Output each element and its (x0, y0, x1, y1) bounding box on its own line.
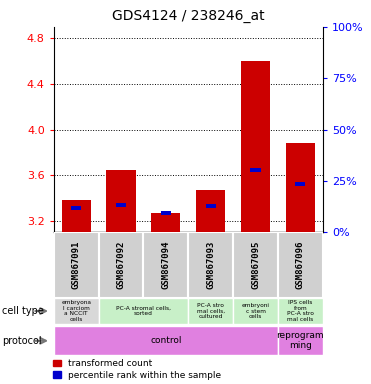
Bar (278, 232, 323, 298)
Text: cell type: cell type (2, 306, 44, 316)
Bar (106, 170, 136, 232)
Text: GSM867093: GSM867093 (206, 241, 215, 289)
Text: GSM867092: GSM867092 (116, 241, 125, 289)
Bar (295, 182, 305, 186)
Bar (71, 206, 81, 210)
Bar (54, 232, 99, 298)
Bar (188, 232, 233, 298)
Bar (188, 298, 233, 324)
Bar (144, 232, 188, 298)
Bar (116, 203, 126, 207)
Bar (250, 167, 260, 172)
Text: PC-A stromal cells,
sorted: PC-A stromal cells, sorted (116, 306, 171, 316)
Bar (99, 232, 144, 298)
Text: GSM867091: GSM867091 (72, 241, 81, 289)
Text: PC-A stro
mal cells,
cultured: PC-A stro mal cells, cultured (197, 303, 225, 319)
Text: GSM867094: GSM867094 (161, 241, 170, 289)
Bar (206, 204, 216, 208)
Title: GDS4124 / 238246_at: GDS4124 / 238246_at (112, 9, 265, 23)
Text: embryoni
c stem
cells: embryoni c stem cells (242, 303, 269, 319)
Text: GSM867096: GSM867096 (296, 241, 305, 289)
Bar (99, 298, 188, 324)
Bar (161, 212, 171, 215)
Text: embryona
l carciom
a NCCIT
cells: embryona l carciom a NCCIT cells (61, 300, 91, 322)
Text: IPS cells
from
PC-A stro
mal cells: IPS cells from PC-A stro mal cells (287, 300, 314, 322)
Text: protocol: protocol (2, 336, 42, 346)
Bar (241, 61, 270, 232)
Bar (196, 190, 225, 232)
Legend: transformed count, percentile rank within the sample: transformed count, percentile rank withi… (53, 359, 221, 380)
Bar (286, 143, 315, 232)
Bar (278, 326, 323, 355)
Text: control: control (150, 336, 182, 345)
Bar (54, 298, 99, 324)
Text: reprogram
ming: reprogram ming (276, 331, 324, 351)
Bar (233, 298, 278, 324)
Bar (278, 298, 323, 324)
Text: GSM867095: GSM867095 (251, 241, 260, 289)
Bar (54, 326, 278, 355)
Bar (233, 232, 278, 298)
Bar (62, 200, 91, 232)
Bar (151, 213, 180, 232)
